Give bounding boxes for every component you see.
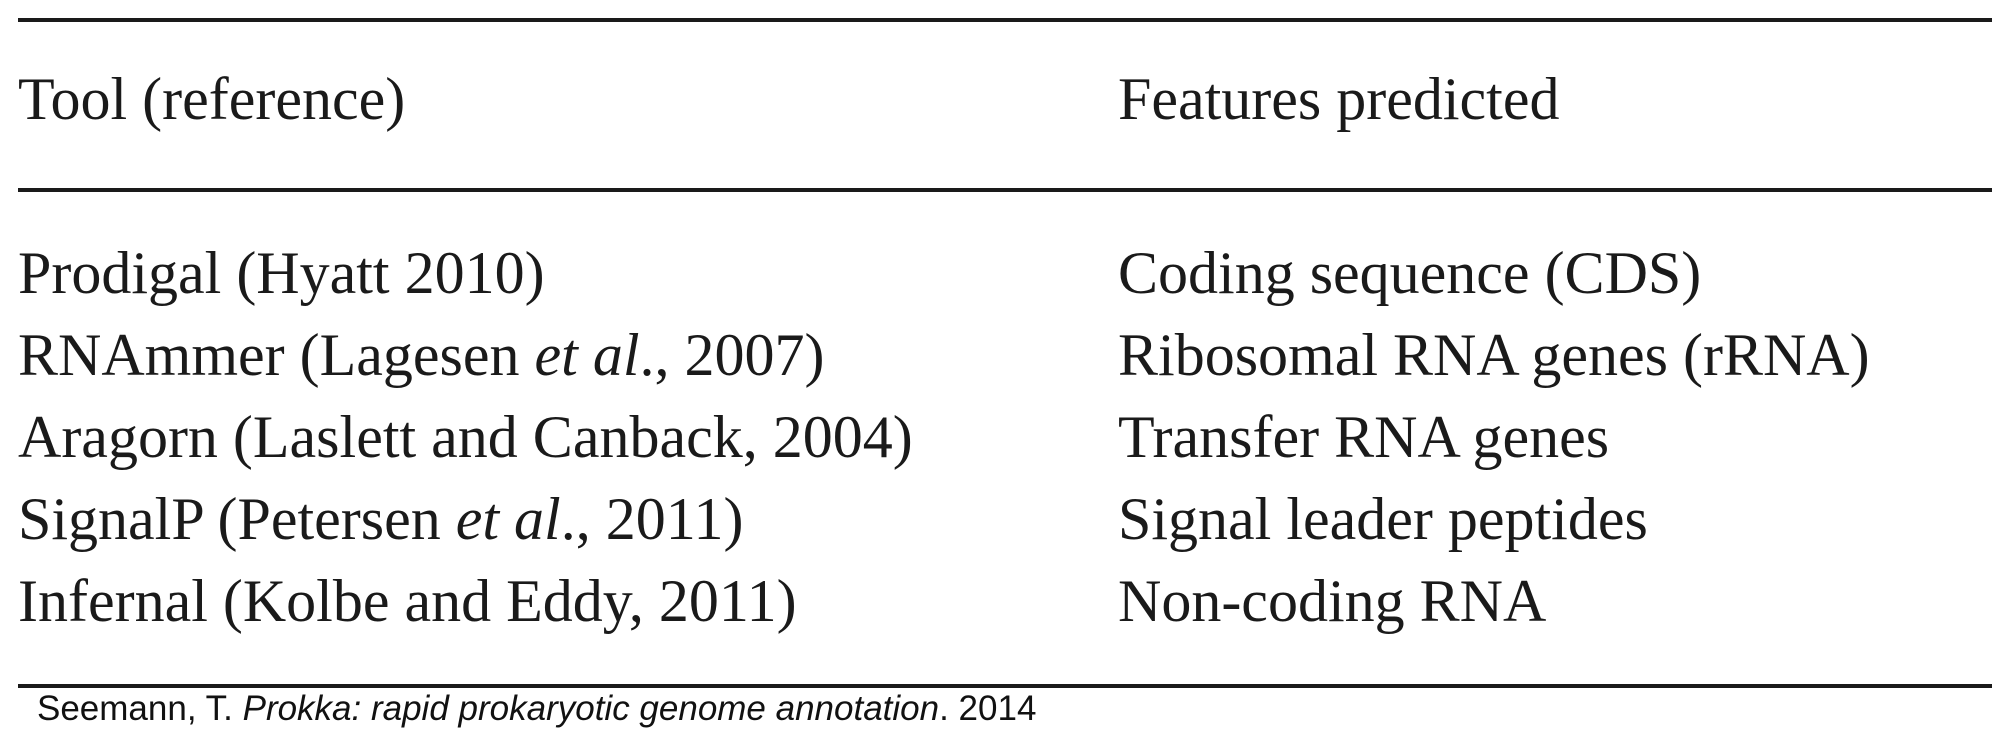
citation-author: Seemann, T. — [37, 689, 243, 728]
citation-title: Prokka: rapid prokaryotic genome annotat… — [242, 689, 940, 728]
tool-cell: SignalP (Petersen et al., 2011) — [18, 484, 743, 554]
table-header-rule — [18, 188, 1992, 192]
tool-cell: RNAmmer (Lagesen et al., 2007) — [18, 320, 824, 390]
table-body: Prodigal (Hyatt 2010) Coding sequence (C… — [0, 238, 2000, 648]
header-features: Features predicted — [1118, 66, 1560, 132]
tool-cell: Infernal (Kolbe and Eddy, 2011) — [18, 566, 797, 636]
header-tool: Tool (reference) — [18, 66, 406, 132]
tool-cell: Aragorn (Laslett and Canback, 2004) — [18, 402, 913, 472]
tool-text: SignalP (Petersen — [18, 486, 456, 552]
feature-cell: Coding sequence (CDS) — [1118, 240, 1702, 306]
citation-year: . 2014 — [939, 689, 1037, 728]
feature-cell: Ribosomal RNA genes (rRNA) — [1118, 322, 1870, 388]
tool-text-tail: ., 2007) — [639, 322, 825, 388]
tool-text: RNAmmer (Lagesen — [18, 322, 535, 388]
tool-text: Prodigal (Hyatt 2010) — [18, 240, 545, 306]
table-bottom-rule — [18, 684, 1992, 688]
tool-text: Aragorn (Laslett and Canback, 2004) — [18, 404, 913, 470]
table-row: Aragorn (Laslett and Canback, 2004) Tran… — [0, 402, 2000, 484]
tool-text-italic: et al — [455, 486, 561, 552]
feature-cell: Transfer RNA genes — [1118, 404, 1610, 470]
feature-cell: Non-coding RNA — [1118, 568, 1547, 634]
citation: Seemann, T. Prokka: rapid prokaryotic ge… — [37, 688, 1036, 730]
tool-text-tail: ., 2011) — [560, 486, 744, 552]
tool-text: Infernal (Kolbe and Eddy, 2011) — [18, 568, 797, 634]
table-top-rule — [18, 18, 1992, 22]
tool-cell: Prodigal (Hyatt 2010) — [18, 238, 545, 308]
table-row: SignalP (Petersen et al., 2011) Signal l… — [0, 484, 2000, 566]
table-row: RNAmmer (Lagesen et al., 2007) Ribosomal… — [0, 320, 2000, 402]
feature-cell: Signal leader peptides — [1118, 486, 1648, 552]
table-row: Prodigal (Hyatt 2010) Coding sequence (C… — [0, 238, 2000, 320]
tool-text-italic: et al — [534, 322, 640, 388]
table-row: Infernal (Kolbe and Eddy, 2011) Non-codi… — [0, 566, 2000, 648]
